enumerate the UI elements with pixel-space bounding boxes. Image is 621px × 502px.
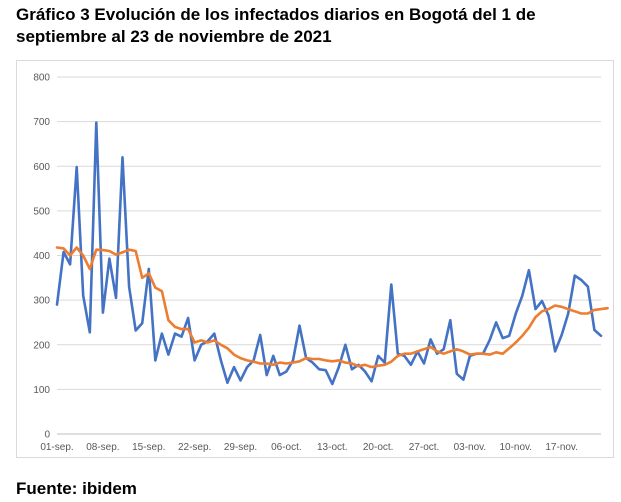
y-tick-label: 200 <box>33 340 50 351</box>
chart-title: Gráfico 3 Evolución de los infectados di… <box>16 5 536 46</box>
x-tick-label: 15-sep. <box>132 442 165 453</box>
y-tick-label: 300 <box>33 296 50 307</box>
y-tick-label: 400 <box>33 251 50 262</box>
x-tick-label: 10-nov. <box>499 442 532 453</box>
series-line-0 <box>55 121 603 386</box>
x-tick-label: 22-sep. <box>178 442 211 453</box>
source-note: Fuente: ibidem <box>16 479 137 498</box>
y-tick-label: 600 <box>33 162 50 173</box>
line-chart: 0 100 200 300 400 500 600 700 800 01-sep. 08-sep. 1… <box>33 73 609 453</box>
x-tick-label: 29-sep. <box>224 442 257 453</box>
y-tick-label: 500 <box>33 206 50 217</box>
y-tick-label: 700 <box>33 117 50 128</box>
x-tick-label: 03-nov. <box>454 442 487 453</box>
x-tick-label: 20-oct. <box>363 442 394 453</box>
x-tick-label: 17-nov. <box>545 442 578 453</box>
y-tick-label: 100 <box>33 385 50 396</box>
x-tick-label: 27-oct. <box>409 442 440 453</box>
y-tick-label: 0 <box>44 430 50 441</box>
x-tick-label: 08-sep. <box>86 442 119 453</box>
x-tick-label: 06-oct. <box>271 442 302 453</box>
y-tick-label: 800 <box>33 73 50 84</box>
chart-area: 0 100 200 300 400 500 600 700 800 01-sep. 08-sep. 1… <box>16 60 614 458</box>
series-line-1 <box>55 246 609 369</box>
x-tick-label: 01-sep. <box>40 442 73 453</box>
x-tick-label: 13-oct. <box>317 442 348 453</box>
